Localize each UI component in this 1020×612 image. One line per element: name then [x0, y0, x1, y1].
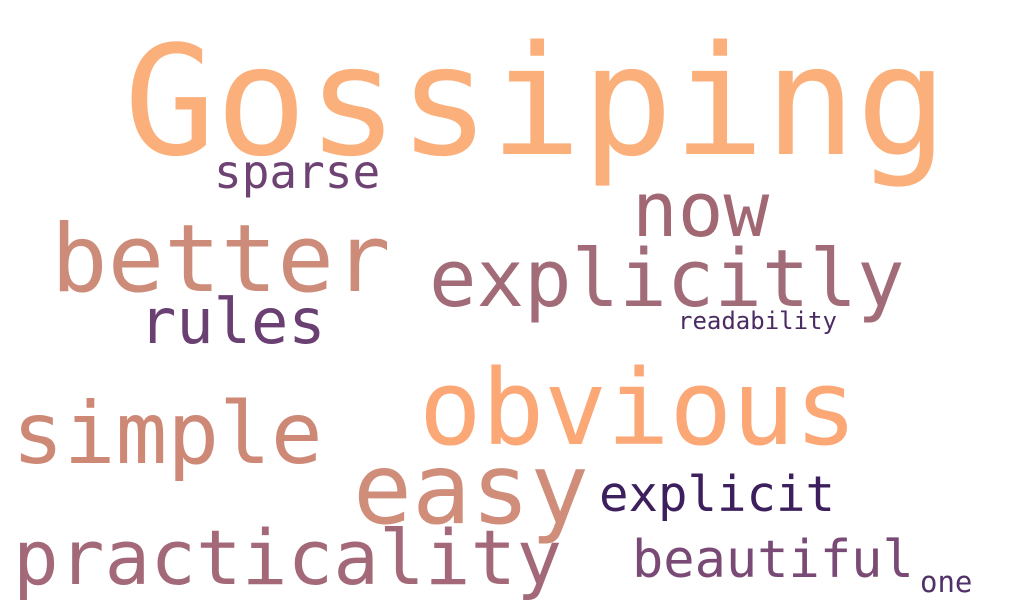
word-better: better [51, 205, 391, 314]
word-now: now [632, 165, 770, 254]
word-rules: rules [139, 285, 326, 358]
word-obvious: obvious [419, 347, 858, 469]
word-simple: simple [12, 384, 323, 484]
word-beautiful: beautiful [632, 530, 914, 590]
word-one: one [920, 565, 973, 599]
word-explicit: explicit [599, 466, 836, 523]
word-practicality: practicality [13, 513, 563, 602]
word-readability: readability [678, 307, 837, 335]
word-gossiping: Gossiping [124, 13, 948, 190]
word-explicitly: explicitly [429, 233, 905, 325]
word-easy: easy [353, 433, 590, 547]
word-sparse: sparse [214, 145, 381, 199]
